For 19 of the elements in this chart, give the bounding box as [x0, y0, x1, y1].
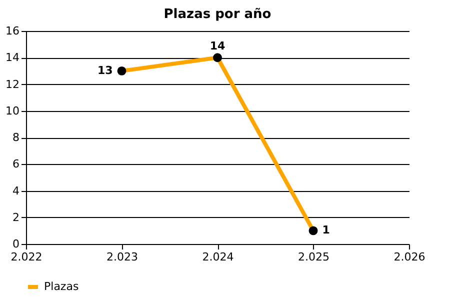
- y-tick-label: 16: [6, 24, 20, 38]
- x-tick-label: 2.026: [394, 250, 426, 264]
- data-label: 1: [322, 224, 330, 237]
- x-tick-label: 2.022: [10, 250, 42, 264]
- x-tick-label: 2.024: [202, 250, 234, 264]
- y-tick-label: 12: [6, 78, 20, 91]
- y-tick-label: 6: [12, 158, 20, 171]
- data-label: 14: [210, 40, 226, 53]
- chart-title: Plazas por año: [164, 7, 272, 22]
- x-tick-label: 2.025: [298, 250, 330, 264]
- y-tick-label: 10: [6, 104, 20, 118]
- x-tick-label: 2.023: [106, 250, 138, 264]
- y-tick-label: 14: [6, 51, 20, 64]
- data-label: 13: [97, 64, 113, 77]
- y-tick-label: 4: [12, 184, 20, 198]
- y-tick-label: 2: [12, 210, 20, 224]
- legend-label: Plazas: [44, 280, 79, 293]
- y-tick-label: 8: [12, 131, 20, 144]
- y-tick-label: 0: [12, 238, 20, 250]
